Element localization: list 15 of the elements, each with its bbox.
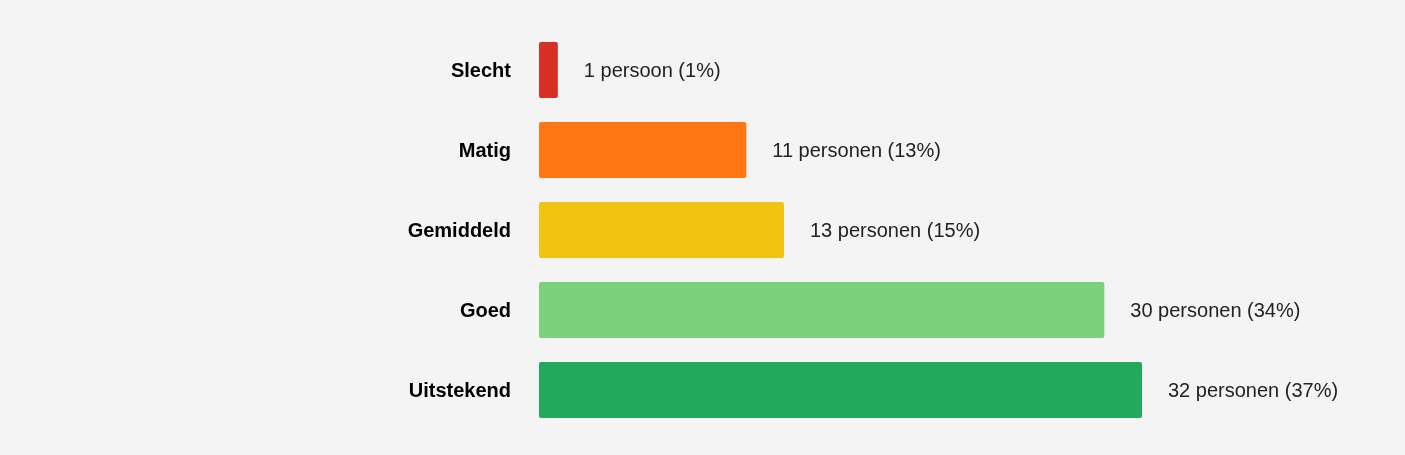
data-label: 30 personen (34%) [1130, 299, 1301, 321]
bar [539, 122, 747, 178]
y-tick-label: Slecht [450, 59, 512, 81]
data-label: 1 persoon (1%) [583, 59, 721, 81]
bar [539, 202, 784, 258]
data-label: 11 personen (13%) [772, 139, 941, 161]
data-label: 32 personen (37%) [1168, 379, 1339, 401]
data-label: 13 personen (15%) [809, 219, 981, 241]
bar [539, 42, 558, 98]
y-tick-label: Matig [458, 139, 511, 161]
y-tick-label: Gemiddeld [407, 219, 511, 241]
y-tick-label: Goed [459, 299, 511, 321]
bar [539, 282, 1105, 338]
bar [539, 362, 1142, 418]
y-tick-label: Uitstekend [408, 379, 511, 401]
